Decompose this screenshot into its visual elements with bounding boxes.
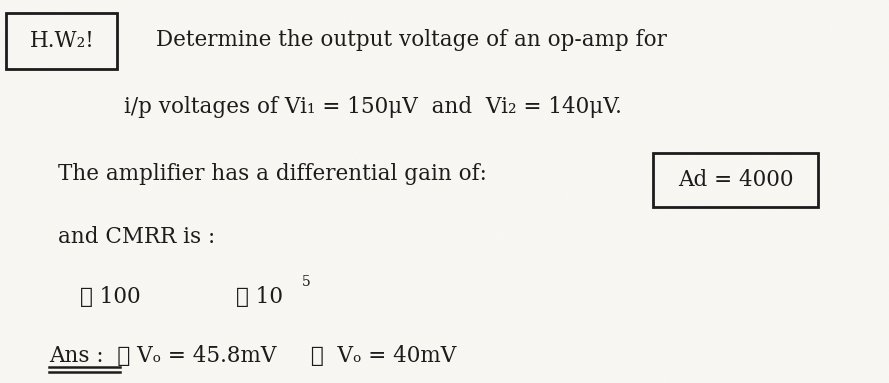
Text: Ans :  ① Vₒ = 45.8mV     ②  Vₒ = 40mV: Ans : ① Vₒ = 45.8mV ② Vₒ = 40mV xyxy=(49,345,456,367)
Text: and CMRR is :: and CMRR is : xyxy=(58,226,215,249)
Text: Determine the output voltage of an op-amp for: Determine the output voltage of an op-am… xyxy=(156,29,667,51)
Text: The amplifier has a differential gain of:: The amplifier has a differential gain of… xyxy=(58,163,486,185)
Text: ① 100: ① 100 xyxy=(80,286,140,308)
Text: Ad = 4000: Ad = 4000 xyxy=(678,169,793,191)
Text: H.W₂!: H.W₂! xyxy=(29,30,94,52)
Text: ② 10: ② 10 xyxy=(236,286,283,308)
Text: i/p voltages of Vi₁ = 150μV  and  Vi₂ = 140μV.: i/p voltages of Vi₁ = 150μV and Vi₂ = 14… xyxy=(124,96,622,118)
Text: 5: 5 xyxy=(302,275,311,288)
